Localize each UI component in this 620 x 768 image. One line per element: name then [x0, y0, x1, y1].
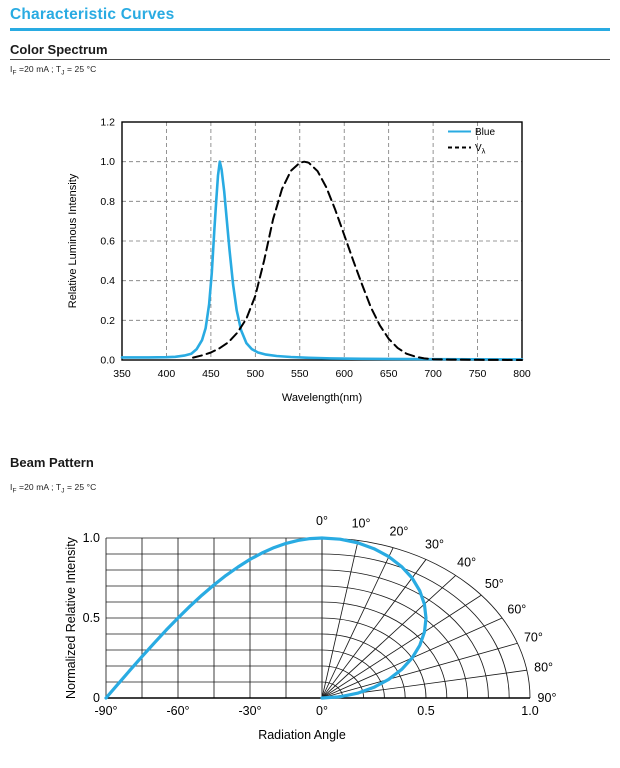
- x-tick-label: 450: [202, 368, 220, 380]
- plot-frame: [121, 121, 523, 361]
- y-tick-label: 0: [93, 691, 100, 705]
- y-tick-label: 0.0: [100, 355, 115, 367]
- angle-label: 50°: [485, 577, 504, 591]
- x-axis-label: Wavelength(nm): [282, 392, 362, 404]
- polar-arc: [321, 553, 510, 699]
- blue-spectrum-curve: [120, 160, 524, 361]
- angle-label: 40°: [457, 555, 476, 569]
- color-spectrum-rule: [10, 59, 610, 60]
- x-tick-label: 400: [158, 368, 176, 380]
- angle-label: 70°: [524, 630, 543, 644]
- polar-arc: [321, 649, 385, 699]
- x-tick-label: -90°: [94, 704, 117, 718]
- y-axis-label: Normalized Relative Intensity: [64, 536, 78, 699]
- legend-label: Blue: [475, 127, 495, 138]
- polar-spoke: [321, 540, 359, 699]
- angle-label: 60°: [507, 603, 526, 617]
- conditions-text: = 25 °C: [64, 482, 97, 492]
- v-lambda-curve: [192, 160, 523, 361]
- conditions-subscript: J: [61, 69, 65, 77]
- x-tick-label: 0°: [316, 704, 328, 718]
- beam-pattern-conditions: IF =20 mA ; TJ = 25 °C: [10, 482, 96, 495]
- conditions-subscript: F: [12, 69, 17, 77]
- angle-label: 30°: [425, 538, 444, 552]
- legend-label: Vλ: [475, 143, 486, 156]
- y-tick-label: 0.4: [100, 275, 115, 287]
- polar-arc: [321, 537, 531, 699]
- title-accent-bar: [10, 28, 610, 31]
- y-tick-label: 0.5: [83, 611, 100, 625]
- polar-spoke: [321, 642, 518, 699]
- x-tick-label: 750: [469, 368, 487, 380]
- conditions-text: =20 mA ; T: [16, 482, 62, 492]
- y-tick-label: 0.8: [100, 196, 115, 208]
- conditions-text: =20 mA ; T: [16, 64, 62, 74]
- angle-label: 0°: [316, 514, 328, 528]
- angle-label: 10°: [352, 517, 371, 531]
- polar-arc: [321, 633, 406, 699]
- conditions-text: = 25 °C: [64, 64, 97, 74]
- color-spectrum-conditions: IF =20 mA ; TJ = 25 °C: [10, 64, 96, 77]
- polar-spoke: [321, 575, 456, 699]
- conditions-subscript: F: [12, 487, 17, 495]
- x-tick-label: -60°: [166, 704, 189, 718]
- x-tick-label: 350: [113, 368, 131, 380]
- color-spectrum-heading: Color Spectrum: [10, 42, 108, 57]
- angle-label: 80°: [534, 660, 553, 674]
- beam-pattern-chart: 0° 10° 20° 30° 40° 50°60° 70° 80° 90° -90° -60° -30…: [64, 514, 557, 742]
- angle-label: 20°: [390, 525, 409, 539]
- y-tick-label: 1.2: [100, 117, 115, 129]
- polar-spoke: [321, 547, 394, 699]
- x-tick-label: 500: [247, 368, 265, 380]
- polar-arc: [321, 569, 489, 699]
- polar-arc: [321, 617, 427, 699]
- radial-tick-label: 1.0: [521, 704, 538, 718]
- color-spectrum-chart: 350 400 450 500 550 600 650 700 750 800 0.0 0.2 0.4 0…: [67, 117, 531, 405]
- y-tick-label: 1.0: [83, 531, 100, 545]
- page-title: Characteristic Curves: [10, 6, 175, 23]
- y-axis-label: Relative Luminous Intensity: [67, 173, 79, 308]
- conditions-text: I: [10, 482, 13, 492]
- x-tick-label: 700: [424, 368, 442, 380]
- x-tick-label: 800: [513, 368, 531, 380]
- conditions-subscript: J: [61, 487, 65, 495]
- polar-spoke: [321, 559, 427, 699]
- polar-spoke: [321, 594, 482, 699]
- x-tick-label: 650: [380, 368, 398, 380]
- x-tick-label: 550: [291, 368, 309, 380]
- y-tick-label: 0.2: [100, 315, 115, 327]
- beam-pattern-heading: Beam Pattern: [10, 455, 94, 470]
- radial-tick-label: 0.5: [417, 704, 434, 718]
- beam-pattern-curve: [104, 536, 428, 700]
- y-tick-label: 0.6: [100, 236, 115, 248]
- x-tick-label: 600: [335, 368, 353, 380]
- y-tick-label: 1.0: [100, 156, 115, 168]
- angle-label: 90°: [538, 691, 557, 705]
- polar-arc: [321, 601, 448, 699]
- conditions-text: I: [10, 64, 13, 74]
- x-axis-label: Radiation Angle: [258, 728, 346, 742]
- x-tick-label: -30°: [238, 704, 261, 718]
